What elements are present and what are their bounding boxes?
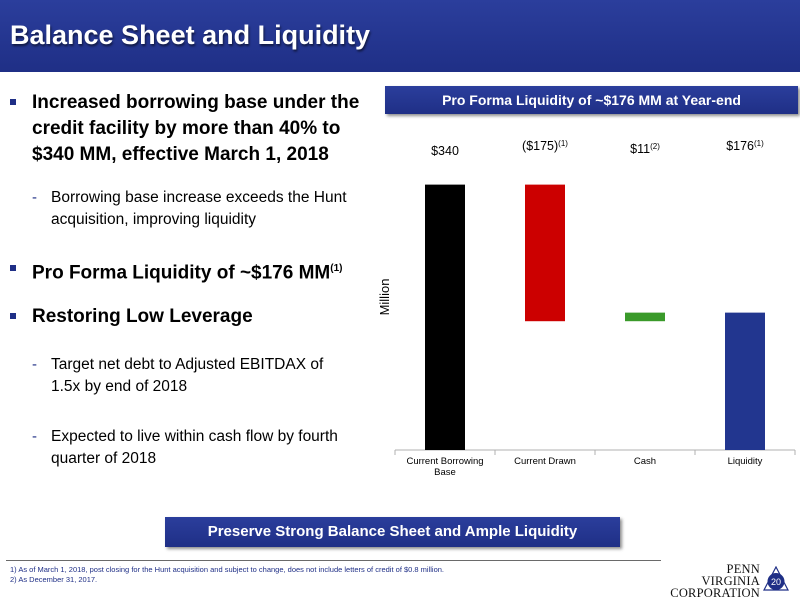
footnote-2: 2) As December 31, 2017.	[10, 575, 98, 584]
data-label: $340	[431, 144, 459, 158]
data-label: $176(1)	[726, 139, 764, 153]
bullet-pro-forma-liquidity: Pro Forma Liquidity of ~$176 MM(1)	[32, 256, 342, 286]
sub-bullet-line: quarter of 2018	[51, 450, 157, 467]
bullet-line: Increased borrowing base under the	[32, 92, 360, 113]
sub-bullet-line: Expected to live within cash flow by fou…	[51, 428, 338, 445]
data-label: $11(2)	[630, 142, 660, 156]
footnote-ref: (1)	[330, 263, 343, 274]
data-label: ($175)(1)	[522, 139, 568, 153]
bullet-text: Pro Forma Liquidity of ~$176 MM	[32, 262, 331, 284]
category-label: Current Drawn	[514, 456, 576, 467]
logo-line: CORPORATION	[670, 586, 760, 600]
category-label: Base	[434, 467, 456, 478]
bar-current-drawn	[525, 184, 565, 322]
bullet-line: credit facility by more than 40% to	[32, 118, 341, 139]
category-label: Cash	[634, 456, 656, 467]
bar-liquidity	[725, 312, 765, 450]
bullet-marker	[10, 99, 16, 105]
category-label: Current Borrowing	[406, 456, 483, 467]
bullet-borrowing-base: Increased borrowing base under the credi…	[32, 90, 359, 168]
sub-bullet-line: Target net debt to Adjusted EBITDAX of	[51, 356, 324, 373]
bullet-line: $340 MM, effective March 1, 2018	[32, 144, 329, 165]
category-label: Liquidity	[728, 456, 763, 467]
sub-bullet-cash-flow: Expected to live within cash flow by fou…	[51, 426, 338, 470]
sub-bullet-line: Borrowing base increase exceeds the Hunt	[51, 189, 347, 206]
bullet-low-leverage: Restoring Low Leverage	[32, 306, 253, 327]
page-number-badge: 20	[763, 566, 789, 591]
y-axis-label: Million	[377, 279, 392, 316]
logo-line: PENN VIRGINIA	[701, 562, 760, 588]
sub-bullet-dash: -	[32, 189, 37, 206]
sub-bullet-dash: -	[32, 428, 37, 445]
chart-title: Pro Forma Liquidity of ~$176 MM at Year-…	[385, 86, 798, 114]
title-bar: Balance Sheet and Liquidity	[0, 0, 800, 72]
footer-banner: Preserve Strong Balance Sheet and Ample …	[165, 517, 620, 547]
sub-bullet-borrowing-increase: Borrowing base increase exceeds the Hunt…	[51, 187, 347, 231]
bullet-marker	[10, 313, 16, 319]
bar-current-borrowing-base	[425, 184, 465, 450]
page-number: 20	[771, 577, 781, 587]
footnote-1: 1) As of March 1, 2018, post closing for…	[10, 565, 445, 574]
sub-bullet-line: 1.5x by end of 2018	[51, 378, 188, 395]
sub-bullet-line: acquisition, improving liquidity	[51, 211, 257, 228]
sub-bullet-target-net-debt: Target net debt to Adjusted EBITDAX of 1…	[51, 354, 323, 398]
page-number-circle	[767, 573, 785, 590]
page-title: Balance Sheet and Liquidity	[10, 20, 371, 50]
company-logo: PENN VIRGINIA CORPORATION	[668, 562, 760, 600]
bullet-marker	[10, 265, 16, 271]
sub-bullet-dash: -	[32, 356, 37, 373]
bar-cash	[625, 312, 665, 322]
footnote-divider	[6, 560, 661, 561]
